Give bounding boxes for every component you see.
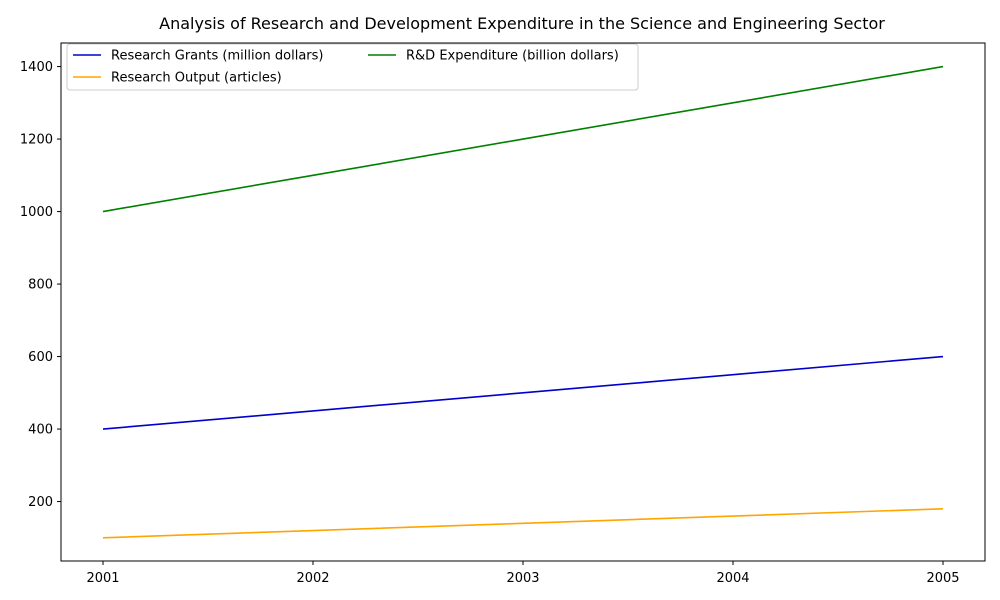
chart-title: Analysis of Research and Development Exp… (159, 14, 885, 33)
legend-box (66, 43, 639, 91)
x-tick-label: 2003 (506, 571, 539, 586)
y-tick-label: 1200 (20, 133, 53, 148)
y-tick-label: 600 (28, 350, 53, 365)
series-line-1 (102, 355, 944, 430)
x-tick-label: 2001 (86, 571, 119, 586)
series-line-2 (102, 508, 944, 539)
y-tick-label: 400 (28, 423, 53, 438)
legend-label: R&D Expenditure (billion dollars) (406, 49, 619, 64)
legend-label: Research Grants (million dollars) (111, 49, 323, 64)
y-tick-label: 1400 (20, 60, 53, 75)
x-tick-label: 2005 (926, 571, 959, 586)
series-layer (102, 65, 944, 539)
legend-label: Research Output (articles) (111, 71, 282, 86)
y-tick-label: 200 (28, 495, 53, 510)
y-tick-label: 1000 (20, 205, 53, 220)
x-tick-label: 2002 (296, 571, 329, 586)
legend: Research Grants (million dollars) Researc… (66, 43, 639, 91)
series-line-3 (102, 65, 944, 213)
x-axis: 2001 2002 2003 2004 2005 (86, 561, 960, 586)
x-tick-label: 2004 (716, 571, 749, 586)
y-axis: 200 400 600 800 1000 1200 1400 (20, 60, 61, 510)
plot-area (60, 42, 986, 562)
y-tick-label: 800 (28, 278, 53, 293)
plot-frame (60, 42, 986, 562)
